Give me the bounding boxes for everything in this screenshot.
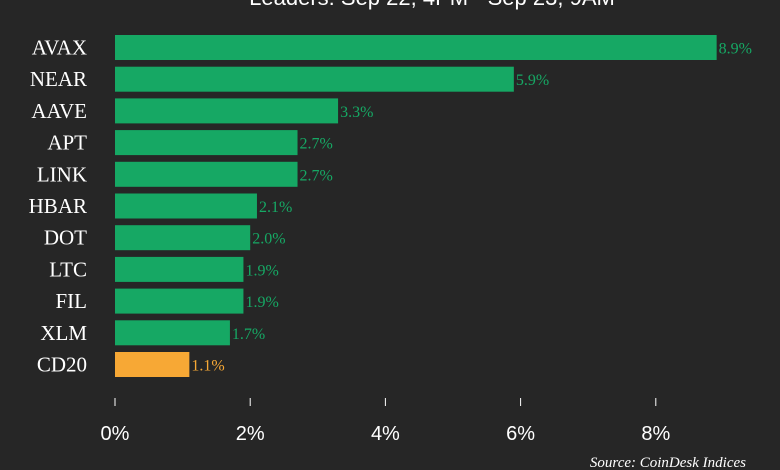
x-tick-label-4: 4% (371, 423, 400, 445)
bar-fil (115, 288, 244, 314)
value-label-fil: 1.9% (245, 294, 278, 311)
category-label-hbar: HBAR (29, 194, 87, 218)
value-label-hbar: 2.1% (259, 199, 292, 216)
category-label-aave: AAVE (31, 99, 87, 123)
value-label-ltc: 1.9% (245, 262, 278, 279)
bar-avax (115, 35, 717, 60)
bar-ltc (115, 256, 244, 282)
x-tick-label-0: 0% (101, 423, 130, 445)
chart-title: Leaders: Sep 22, 4PM - Sep 23, 9AM (249, 0, 615, 10)
value-label-cd20: 1.1% (191, 358, 224, 375)
category-label-near: NEAR (30, 67, 87, 91)
bar-dot (115, 225, 251, 251)
category-label-xlm: XLM (40, 321, 87, 345)
category-label-ltc: LTC (49, 257, 87, 281)
category-label-dot: DOT (44, 226, 87, 250)
x-tick-label-2: 2% (236, 423, 265, 445)
x-tick-label-6: 6% (506, 423, 535, 445)
bar-xlm (115, 320, 230, 346)
bar-hbar (115, 193, 257, 219)
bar-cd20 (115, 352, 190, 377)
category-label-cd20: CD20 (37, 353, 87, 377)
bar-apt (115, 130, 298, 156)
value-label-near: 5.9% (516, 72, 549, 89)
bar-aave (115, 98, 339, 124)
category-label-fil: FIL (56, 289, 88, 313)
value-label-apt: 2.7% (300, 136, 333, 153)
value-label-xlm: 1.7% (232, 326, 265, 343)
x-axis: 0% 2% 4% 6% 8% (101, 398, 670, 445)
bar-link (115, 161, 298, 187)
value-label-dot: 2.0% (252, 231, 285, 248)
category-label-link: LINK (37, 162, 87, 186)
value-label-aave: 3.3% (340, 104, 373, 121)
bar-near (115, 66, 514, 92)
category-label-avax: AVAX (32, 36, 87, 60)
category-label-apt: APT (47, 131, 87, 155)
source-note: Source: CoinDesk Indices (590, 455, 746, 470)
x-tick-label-8: 8% (641, 423, 670, 445)
value-label-avax: 8.9% (719, 41, 752, 58)
value-label-link: 2.7% (300, 167, 333, 184)
bars-layer: AVAX 8.9% NEAR 5.9% AAVE 3.3% APT 2.7% LINK 2.7% H… (29, 35, 752, 377)
